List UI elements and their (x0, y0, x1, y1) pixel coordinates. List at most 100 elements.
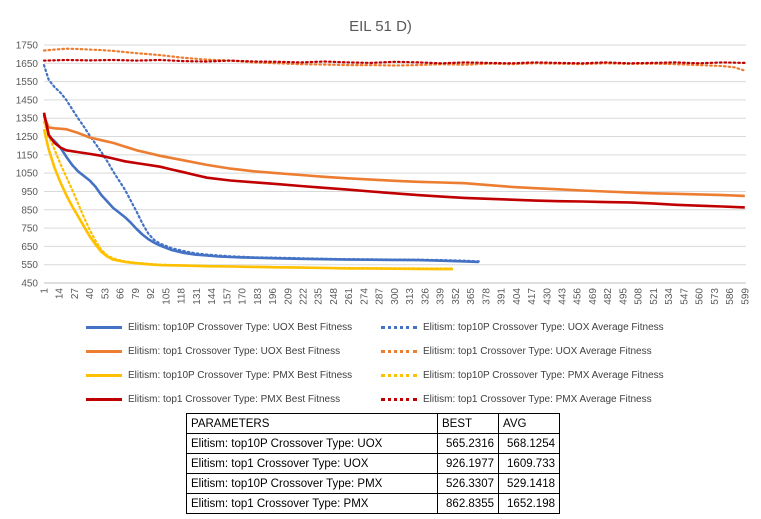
legend-item: Elitism: top1 Crossover Type: PMX Averag… (381, 394, 652, 405)
legend-label: Elitism: top1 Crossover Type: UOX Best F… (128, 346, 341, 357)
y-tick-label: 1650 (16, 59, 39, 70)
x-tick-label: 404 (512, 288, 523, 305)
x-tick-label: 300 (390, 288, 401, 305)
y-tick-label: 650 (21, 242, 38, 253)
legend-item: Elitism: top10P Crossover Type: PMX Best… (86, 370, 352, 381)
row-parameters: Elitism: top10P Crossover Type: UOX (186, 433, 438, 454)
parameters-table: PARAMETERS BEST AVG Elitism: top10P Cros… (186, 413, 560, 514)
line-chart: 4505506507508509501050115012501350145015… (16, 41, 752, 305)
x-tick-label: 157 (222, 288, 233, 305)
legend-label: Elitism: top10P Crossover Type: UOX Aver… (423, 322, 664, 333)
x-tick-label: 1 (40, 288, 51, 294)
gridlines (44, 44, 746, 284)
y-tick-label: 850 (21, 205, 38, 216)
x-tick-label: 547 (679, 288, 690, 305)
x-tick-label: 27 (70, 288, 81, 300)
x-tick-label: 144 (207, 288, 218, 305)
x-tick-label: 118 (177, 288, 188, 304)
x-tick-label: 274 (359, 288, 370, 305)
x-tick-label: 599 (740, 288, 751, 305)
legend-label: Elitism: top1 Crossover Type: PMX Best F… (128, 394, 341, 405)
chart-title: EIL 51 D) (349, 18, 412, 35)
x-tick-label: 456 (573, 288, 584, 305)
series-line (42, 58, 746, 65)
x-tick-label: 417 (527, 288, 538, 305)
series-line (42, 112, 745, 209)
x-tick-label: 560 (695, 288, 706, 305)
x-tick-label: 222 (299, 288, 310, 305)
x-tick-label: 352 (451, 288, 462, 305)
y-tick-label: 1050 (16, 169, 39, 180)
legend-swatch (381, 374, 417, 377)
y-tick-label: 950 (21, 187, 38, 198)
legend-label: Elitism: top10P Crossover Type: PMX Aver… (423, 370, 664, 381)
y-tick-label: 1750 (16, 41, 39, 52)
x-tick-label: 79 (131, 288, 142, 300)
row-parameters: Elitism: top10P Crossover Type: PMX (186, 473, 438, 494)
x-tick-label: 131 (192, 288, 203, 305)
table-row: Elitism: top10P Crossover Type: UOX 565.… (186, 433, 560, 454)
x-tick-label: 313 (405, 288, 416, 305)
x-tick-label: 66 (116, 288, 127, 300)
x-tick-label: 521 (649, 288, 660, 305)
table-row: Elitism: top1 Crossover Type: UOX 926.19… (186, 453, 560, 474)
row-best: 565.2316 (437, 433, 499, 454)
x-tick-label: 235 (314, 288, 325, 305)
x-tick-label: 482 (603, 288, 614, 305)
row-best: 526.3307 (437, 473, 499, 494)
legend-label: Elitism: top10P Crossover Type: UOX Best… (128, 322, 353, 333)
x-tick-label: 14 (55, 288, 66, 300)
legend-label: Elitism: top1 Crossover Type: PMX Averag… (423, 394, 652, 405)
table-row: Elitism: top1 Crossover Type: PMX 862.83… (186, 493, 560, 514)
table-row: Elitism: top10P Crossover Type: PMX 526.… (186, 473, 560, 494)
legend-item: Elitism: top1 Crossover Type: UOX Averag… (381, 346, 652, 357)
legend-item: Elitism: top10P Crossover Type: UOX Best… (86, 322, 352, 333)
x-tick-label: 339 (436, 288, 447, 305)
header-avg: AVG (498, 413, 560, 434)
x-tick-label: 40 (85, 288, 96, 300)
row-avg: 1652.198 (498, 493, 560, 514)
row-best: 862.8355 (437, 493, 499, 514)
x-tick-label: 196 (268, 288, 279, 305)
series-line (42, 115, 745, 198)
row-parameters: Elitism: top1 Crossover Type: UOX (186, 453, 438, 474)
x-tick-label: 248 (329, 288, 340, 305)
x-tick-label: 183 (253, 288, 264, 305)
y-tick-label: 1250 (16, 132, 39, 143)
y-tick-label: 1550 (16, 77, 39, 88)
y-tick-label: 1150 (16, 150, 38, 161)
legend-item: Elitism: top10P Crossover Type: UOX Aver… (381, 322, 664, 333)
x-tick-label: 586 (725, 288, 736, 305)
table-header-row: PARAMETERS BEST AVG (186, 413, 560, 434)
x-tick-label: 209 (283, 288, 294, 305)
x-tick-label: 326 (420, 288, 431, 305)
header-parameters: PARAMETERS (186, 413, 438, 434)
legend-label: Elitism: top1 Crossover Type: UOX Averag… (423, 346, 652, 357)
y-axis: 450 550 650 750 850 950 1050 1150 1250 1350 1450 15… (16, 41, 39, 290)
series-line (42, 120, 455, 270)
row-parameters: Elitism: top1 Crossover Type: PMX (186, 493, 438, 514)
legend-label: Elitism: top10P Crossover Type: PMX Best… (128, 370, 353, 381)
x-tick-label: 508 (634, 288, 645, 305)
y-tick-label: 450 (21, 279, 38, 290)
x-tick-label: 378 (481, 288, 492, 305)
legend-swatch (86, 350, 122, 353)
x-tick-label: 534 (664, 288, 675, 305)
header-best: BEST (437, 413, 499, 434)
y-tick-label: 550 (21, 260, 38, 271)
y-tick-label: 750 (21, 224, 38, 235)
legend-swatch (86, 326, 122, 329)
x-tick-label: 430 (542, 288, 553, 305)
legend-swatch (381, 398, 417, 401)
x-tick-label: 443 (558, 288, 569, 305)
legend-swatch (86, 398, 122, 401)
row-avg: 1609.733 (498, 453, 560, 474)
series-line (42, 63, 480, 263)
legend-swatch (381, 350, 417, 353)
x-tick-label: 495 (618, 288, 629, 305)
row-avg: 529.1418 (498, 473, 560, 494)
x-tick-label: 53 (100, 288, 111, 300)
row-best: 926.1977 (437, 453, 499, 474)
x-tick-label: 170 (238, 288, 249, 305)
series-lines (42, 47, 746, 271)
